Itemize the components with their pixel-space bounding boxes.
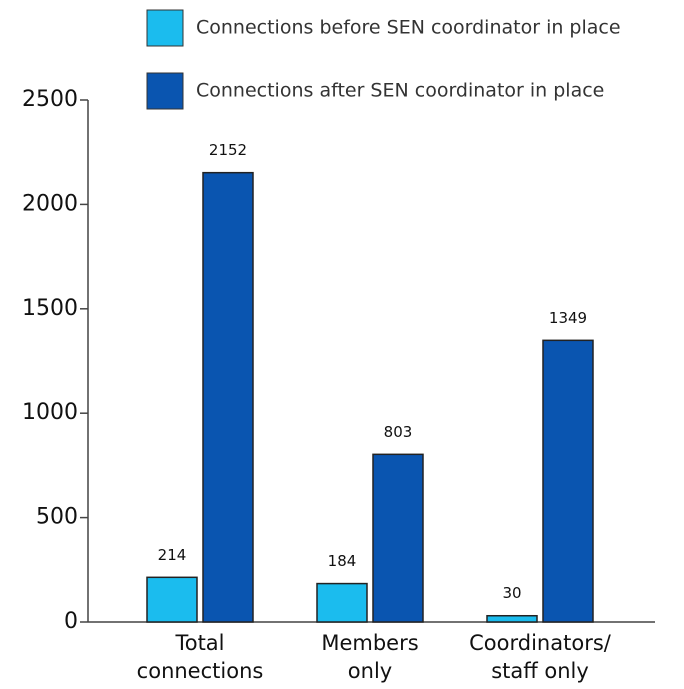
y-tick-label: 1000 <box>22 400 78 425</box>
y-tick-label: 1500 <box>22 296 78 321</box>
legend-swatch <box>146 9 184 47</box>
value-label: 184 <box>328 552 357 570</box>
bar <box>372 453 424 623</box>
x-tick-label: Total connections <box>137 631 264 683</box>
value-label: 803 <box>384 423 413 441</box>
x-tick-label: Members only <box>321 631 418 683</box>
y-tick-label: 0 <box>64 609 78 634</box>
value-label: 1349 <box>549 309 587 327</box>
bar <box>316 582 368 623</box>
value-label: 2152 <box>209 141 247 159</box>
bar <box>146 576 198 623</box>
y-tick-label: 500 <box>36 505 78 530</box>
bar <box>202 171 254 623</box>
y-tick-label: 2000 <box>22 191 78 216</box>
value-label: 214 <box>158 546 187 564</box>
legend-label: Connections after SEN coordinator in pla… <box>196 80 604 102</box>
bar <box>542 339 594 623</box>
x-tick-label: Coordinators/staff only <box>469 631 612 683</box>
legend-label: Connections before SEN coordinator in pl… <box>196 17 621 39</box>
value-label: 30 <box>502 584 521 602</box>
y-tick-label: 2500 <box>22 87 78 112</box>
legend-swatch <box>146 72 184 110</box>
bar <box>486 614 538 623</box>
